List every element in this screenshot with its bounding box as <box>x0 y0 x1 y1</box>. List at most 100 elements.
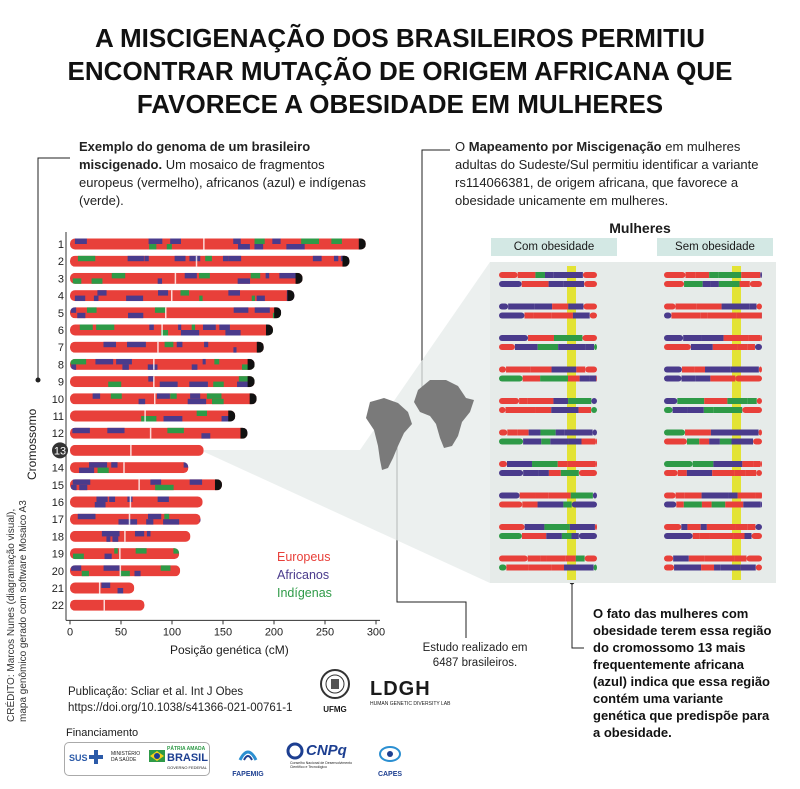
governo-label: GOVERNO FEDERAL <box>167 765 208 770</box>
cnpq-icon <box>286 742 304 760</box>
chromosome-segment <box>164 341 174 348</box>
x-tick-label: 0 <box>67 626 73 638</box>
chromosome-segment <box>159 381 178 388</box>
publication-doi-link[interactable]: https://doi.org/10.1038/s41366-021-00761… <box>68 702 293 714</box>
women-chromosome-segment <box>499 335 529 341</box>
x-tick-label: 150 <box>214 626 232 638</box>
women-chromosome-segment <box>499 398 520 404</box>
women-chromosome-segment <box>730 366 759 373</box>
women-chromosome-segment <box>713 407 743 413</box>
women-chromosome-segment <box>499 272 518 278</box>
chromosome-label: 12 <box>52 428 64 440</box>
women-chromosome-segment <box>499 429 508 436</box>
chromosome-bar <box>70 324 273 336</box>
chromosome-bar <box>70 444 204 456</box>
chromosome-segment <box>189 255 201 262</box>
chromosome-segment <box>174 255 186 262</box>
chromosome-segment <box>127 255 144 262</box>
women-chromosome-segment <box>664 533 693 539</box>
women-chromosome-segment <box>732 429 759 436</box>
women-chromosome-segment <box>596 375 597 382</box>
women-chromosome-segment <box>593 564 597 571</box>
chromosome-segment <box>170 238 181 244</box>
title-line-2: ENCONTRAR MUTAÇÃO DE ORIGEM AFRICANA QUE <box>67 56 733 86</box>
women-chromosome-segment <box>499 533 522 539</box>
chromosome-segment <box>163 519 180 525</box>
women-chromosome-segment <box>681 366 695 373</box>
x-tick-label: 50 <box>115 626 127 638</box>
chromosome-segment <box>156 393 170 399</box>
women-chromosome-segment <box>548 281 564 287</box>
chromosome-segment <box>170 393 177 399</box>
women-chromosome-segment <box>677 470 687 476</box>
women-chromosome-segment <box>499 461 507 467</box>
chromosome-label: 17 <box>52 514 64 526</box>
fapemig-label: FAPEMIG <box>232 771 264 778</box>
women-chromosome-segment <box>692 461 714 467</box>
women-chromosome-segment <box>755 564 762 571</box>
women-chromosome-segment <box>530 366 552 373</box>
women-chromosome-segment <box>523 470 539 476</box>
chromosome-bar <box>70 238 366 250</box>
title-line-1: A MISCIGENAÇÃO DOS BRASILEIROS PERMITIU <box>94 23 706 53</box>
chromosome-segment <box>70 324 273 336</box>
women-chromosome-segment <box>540 429 556 436</box>
centromere <box>170 290 173 302</box>
women-chromosome-segment <box>517 272 536 278</box>
chromosome-bar <box>70 513 201 525</box>
women-chromosome-segment <box>735 524 748 530</box>
chromosome-segment <box>96 324 115 330</box>
women-chromosome-segment <box>664 564 675 571</box>
women-chromosome-segment <box>696 303 722 310</box>
chromosome-segment <box>233 347 237 353</box>
right-note-connector <box>421 149 450 398</box>
women-chromosome-segment <box>700 524 707 530</box>
ufmg-logo: UFMG <box>316 668 354 718</box>
chromosome-segment <box>109 496 116 502</box>
women-chromosome-segment <box>699 438 710 445</box>
women-chromosome-segment <box>499 281 522 287</box>
women-chromosome-segment <box>578 470 597 476</box>
chromosome-segment <box>146 519 154 525</box>
gov-logo-box: SUS MINISTÉRIO DA SAÚDE PÁTRIA AMADA BRA… <box>64 742 210 776</box>
centromere <box>103 599 106 611</box>
women-chromosome-segment <box>552 303 569 310</box>
chromosome-segment <box>228 290 241 296</box>
legend-european: Europeus <box>277 550 331 564</box>
chromosome-segment <box>138 398 146 405</box>
women-chromosome-segment <box>718 272 742 278</box>
centromere <box>119 565 122 577</box>
chromosome-segment <box>110 393 122 399</box>
legend-indigenous: Indígenas <box>277 586 332 600</box>
women-chromosome-segment <box>664 398 678 404</box>
women-chromosome-segment <box>677 398 705 404</box>
chromosome-tip <box>342 255 350 267</box>
women-chromosome-segment <box>704 555 735 562</box>
women-chromosome-segment <box>507 429 518 436</box>
page-title: A MISCIGENAÇÃO DOS BRASILEIROS PERMITIU … <box>40 22 760 121</box>
women-chromosome-segment <box>591 398 597 404</box>
chromosome-label: 21 <box>52 583 64 595</box>
chromosome-segment <box>279 272 296 279</box>
women-chromosome-segment <box>589 312 597 319</box>
women-chromosome-segment <box>591 407 597 413</box>
sus-cross-icon <box>89 750 103 764</box>
chromosome-label: 15 <box>52 480 64 492</box>
women-chromosome-segment <box>748 335 761 341</box>
chromosome-segment <box>333 255 339 262</box>
chromosome-segment <box>205 255 212 262</box>
women-chromosome-segment <box>709 272 719 278</box>
women-chromosome-segment <box>671 312 701 319</box>
women-chromosome-segment <box>548 492 571 499</box>
women-chromosome-segment <box>705 366 731 373</box>
chromosome-segment <box>164 513 170 520</box>
women-chromosome-segment <box>723 335 749 341</box>
chromosome-tip <box>214 479 222 491</box>
chromosome-segment <box>71 484 77 491</box>
women-chromosome-segment <box>528 335 554 341</box>
women-chromosome-segment <box>533 312 552 319</box>
women-chromosome-segment <box>664 501 677 508</box>
women-chromosome-segment <box>560 470 579 476</box>
chromosome-bar <box>70 255 350 267</box>
chromosome-segment <box>135 548 147 554</box>
